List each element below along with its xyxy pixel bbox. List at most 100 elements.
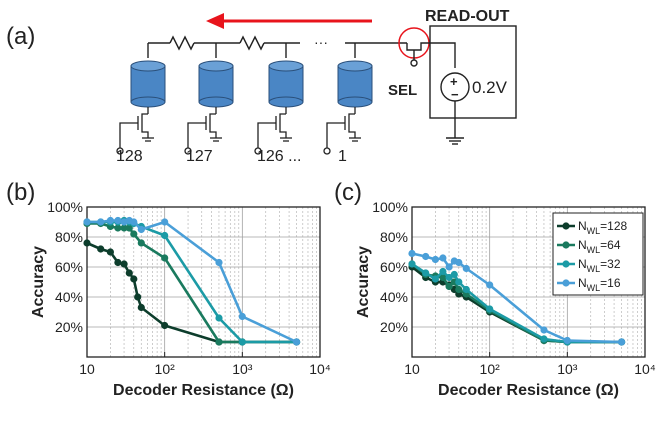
data-point bbox=[125, 224, 133, 232]
legend-marker bbox=[562, 222, 570, 230]
data-point bbox=[161, 321, 169, 330]
memory-cells: 128 127 126 ... 1 bbox=[116, 60, 373, 165]
legend-marker bbox=[562, 279, 570, 287]
data-point bbox=[293, 338, 301, 346]
memory-cell: 1 bbox=[323, 60, 373, 165]
legend-entry: NWL=16 bbox=[557, 276, 621, 293]
memory-cell: 127 bbox=[184, 60, 234, 165]
data-point bbox=[215, 338, 223, 346]
source-minus-icon: − bbox=[451, 87, 459, 102]
y-tick-label: 100% bbox=[47, 199, 83, 215]
cylinder-bottom bbox=[268, 96, 304, 108]
legend-marker bbox=[562, 241, 570, 249]
cylinder-top bbox=[268, 60, 304, 72]
data-point bbox=[161, 231, 169, 240]
cylinder-bottom bbox=[337, 96, 373, 108]
data-point bbox=[161, 254, 169, 262]
data-point bbox=[439, 254, 447, 262]
y-tick-label: 80% bbox=[380, 229, 408, 245]
legend-label: NWL=16 bbox=[578, 276, 621, 293]
data-point bbox=[462, 285, 470, 294]
data-point bbox=[83, 239, 91, 247]
panel-label-c: (c) bbox=[334, 179, 362, 206]
data-point bbox=[408, 249, 416, 258]
sel-switch bbox=[398, 27, 430, 67]
x-tick-label: 10² bbox=[155, 361, 176, 377]
data-point bbox=[130, 275, 138, 283]
data-point bbox=[215, 314, 223, 322]
data-point bbox=[431, 255, 439, 264]
data-point bbox=[563, 336, 571, 345]
cylinder-bottom bbox=[198, 96, 234, 108]
data-point bbox=[445, 263, 453, 271]
cylinder-top bbox=[337, 60, 373, 72]
schematic: (a) ··· 128 127 126 ... 1 bbox=[6, 8, 517, 165]
data-point bbox=[114, 224, 122, 232]
cell-index-label: 127 bbox=[186, 148, 213, 165]
readout-direction-arrow bbox=[206, 13, 372, 29]
resistor-1 bbox=[169, 35, 195, 51]
x-tick-label: 10² bbox=[480, 361, 501, 377]
access-transistor bbox=[254, 107, 292, 155]
data-point bbox=[137, 239, 145, 247]
data-point bbox=[422, 269, 430, 277]
data-point bbox=[125, 269, 133, 277]
data-point bbox=[540, 335, 548, 343]
x-tick-label: 10 bbox=[404, 361, 420, 377]
data-point bbox=[486, 305, 494, 313]
data-point bbox=[238, 312, 246, 321]
data-point bbox=[439, 267, 447, 276]
data-point bbox=[215, 258, 223, 267]
data-point bbox=[238, 338, 246, 346]
data-point bbox=[134, 293, 142, 301]
legend-entry: NWL=64 bbox=[557, 238, 621, 255]
memory-cell: 126 ... bbox=[254, 60, 304, 165]
series-4 bbox=[83, 216, 301, 346]
series-4 bbox=[408, 249, 626, 346]
legend-marker bbox=[562, 260, 570, 268]
data-point bbox=[161, 218, 169, 226]
chart-c: (c) 10 10² 10³ 10⁴ 20% 40% 60% 80% 100% Decoder R… bbox=[334, 179, 656, 399]
legend-entry: NWL=128 bbox=[557, 219, 628, 236]
y-axis-label: Accuracy bbox=[30, 246, 47, 318]
y-tick-label: 80% bbox=[55, 229, 83, 245]
y-tick-label: 20% bbox=[380, 319, 408, 335]
legend-label: NWL=32 bbox=[578, 257, 621, 274]
y-axis-label: Accuracy bbox=[355, 246, 372, 318]
data-point bbox=[83, 218, 91, 226]
y-tick-label: 100% bbox=[372, 199, 408, 215]
cylinder-body bbox=[268, 65, 304, 103]
readout-label: READ-OUT bbox=[425, 8, 510, 25]
access-transistor bbox=[323, 107, 361, 155]
data-point bbox=[618, 338, 626, 346]
readout-circuit bbox=[429, 25, 517, 145]
data-point bbox=[445, 282, 453, 291]
data-point bbox=[114, 216, 122, 225]
plot-area bbox=[87, 207, 320, 357]
data-point bbox=[130, 218, 138, 226]
panel-label-a: (a) bbox=[6, 23, 35, 50]
cell-index-label: 128 bbox=[116, 148, 143, 165]
x-tick-label: 10 bbox=[79, 361, 95, 377]
data-point bbox=[114, 258, 122, 267]
y-tick-label: 40% bbox=[55, 289, 83, 305]
chart-b: (b) 10 10² 10³ 10⁴ 20% 40% 60% 80% 100% Decoder R… bbox=[6, 179, 331, 399]
data-point bbox=[137, 225, 145, 234]
source-plus-icon: + bbox=[450, 74, 458, 89]
y-tick-label: 60% bbox=[55, 259, 83, 275]
data-point bbox=[408, 260, 416, 268]
access-transistor bbox=[184, 107, 222, 155]
bus-ellipsis: ··· bbox=[314, 34, 328, 50]
panel-label-b: (b) bbox=[6, 179, 35, 206]
y-tick-label: 40% bbox=[380, 289, 408, 305]
data-point bbox=[455, 258, 463, 267]
cylinder-top bbox=[198, 60, 234, 72]
cell-index-label: 126 ... bbox=[257, 148, 301, 165]
plot-frame bbox=[411, 206, 646, 358]
legend-label: NWL=64 bbox=[578, 238, 621, 255]
memory-cell: 128 bbox=[116, 60, 166, 165]
sel-label: SEL bbox=[388, 82, 417, 99]
source-voltage-label: 0.2V bbox=[472, 78, 508, 97]
data-point bbox=[455, 285, 463, 294]
plot-frame bbox=[86, 206, 321, 358]
